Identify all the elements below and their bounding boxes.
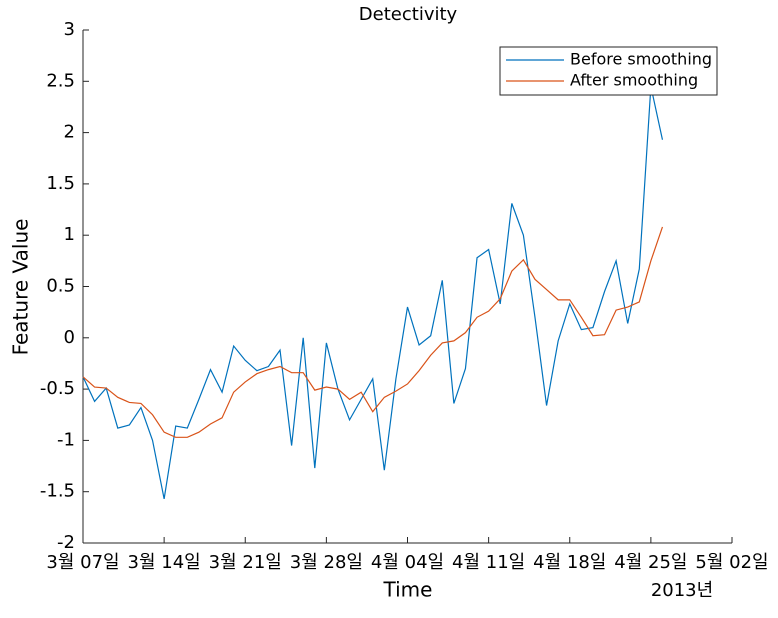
x-axis-label: Time xyxy=(383,578,433,602)
legend-box xyxy=(499,46,718,96)
x-tick-label: 4월 25일 xyxy=(614,552,687,573)
legend-label: Before smoothing xyxy=(570,50,712,69)
x-tick-label: 3월 07일 xyxy=(46,552,119,573)
y-axis-label: Feature Value xyxy=(9,219,33,356)
x-tick-label: 4월 04일 xyxy=(371,552,444,573)
y-tick-label: 3 xyxy=(64,19,75,40)
x-secondary-label: 2013년 xyxy=(651,580,713,601)
x-tick-label: 3월 14일 xyxy=(128,552,201,573)
series-line xyxy=(82,226,664,438)
x-tick-label: 4월 18일 xyxy=(533,552,606,573)
y-tick-label: -2 xyxy=(57,532,75,553)
chart-title: Detectivity xyxy=(359,4,458,25)
legend-label: After smoothing xyxy=(570,71,698,90)
y-tick-label: 1.5 xyxy=(46,173,75,194)
y-tick-label: 0 xyxy=(64,327,75,348)
x-tick-label: 5월 02일 xyxy=(695,552,768,573)
x-tick-label: 4월 11일 xyxy=(452,552,525,573)
y-tick-label: -0.5 xyxy=(40,378,75,399)
y-tick-label: 2.5 xyxy=(46,70,75,91)
y-tick-label: 2 xyxy=(64,122,75,143)
x-tick-label: 3월 21일 xyxy=(209,552,282,573)
y-tick-label: -1 xyxy=(57,429,75,450)
series-line xyxy=(82,86,664,499)
x-tick-label: 3월 28일 xyxy=(290,552,363,573)
y-tick-label: -1.5 xyxy=(40,481,75,502)
y-tick-label: 1 xyxy=(64,224,75,245)
y-tick-label: 0.5 xyxy=(46,276,75,297)
